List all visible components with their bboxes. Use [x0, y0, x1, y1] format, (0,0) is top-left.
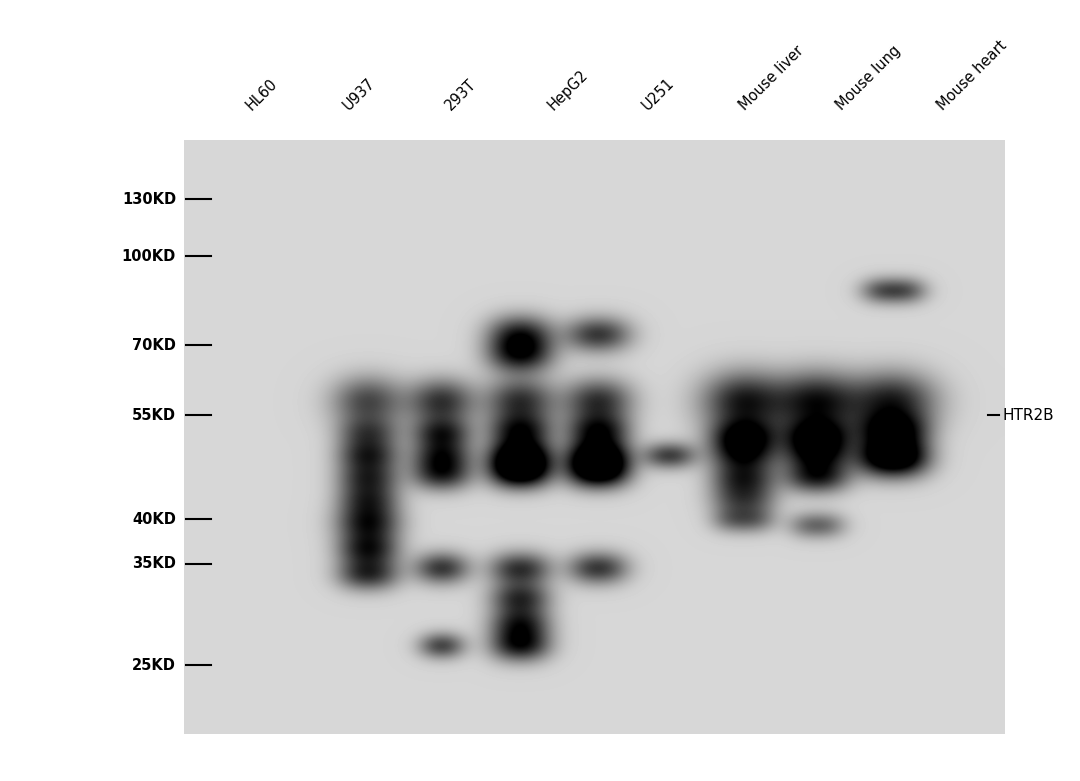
Text: U251: U251 — [639, 76, 677, 113]
Text: Mouse lung: Mouse lung — [834, 43, 904, 113]
Text: 40KD: 40KD — [132, 512, 176, 527]
Text: Mouse liver: Mouse liver — [737, 43, 807, 113]
Text: 70KD: 70KD — [132, 337, 176, 353]
Text: 130KD: 130KD — [122, 191, 176, 207]
Text: HTR2B: HTR2B — [1002, 408, 1054, 423]
Text: HL60: HL60 — [243, 76, 280, 113]
Text: 35KD: 35KD — [132, 556, 176, 572]
Text: HepG2: HepG2 — [545, 67, 591, 113]
Text: Mouse heart: Mouse heart — [934, 38, 1010, 113]
Text: 25KD: 25KD — [132, 658, 176, 673]
Text: 55KD: 55KD — [132, 408, 176, 423]
Text: 100KD: 100KD — [122, 248, 176, 264]
Text: U937: U937 — [340, 76, 378, 113]
Text: 293T: 293T — [443, 77, 480, 113]
